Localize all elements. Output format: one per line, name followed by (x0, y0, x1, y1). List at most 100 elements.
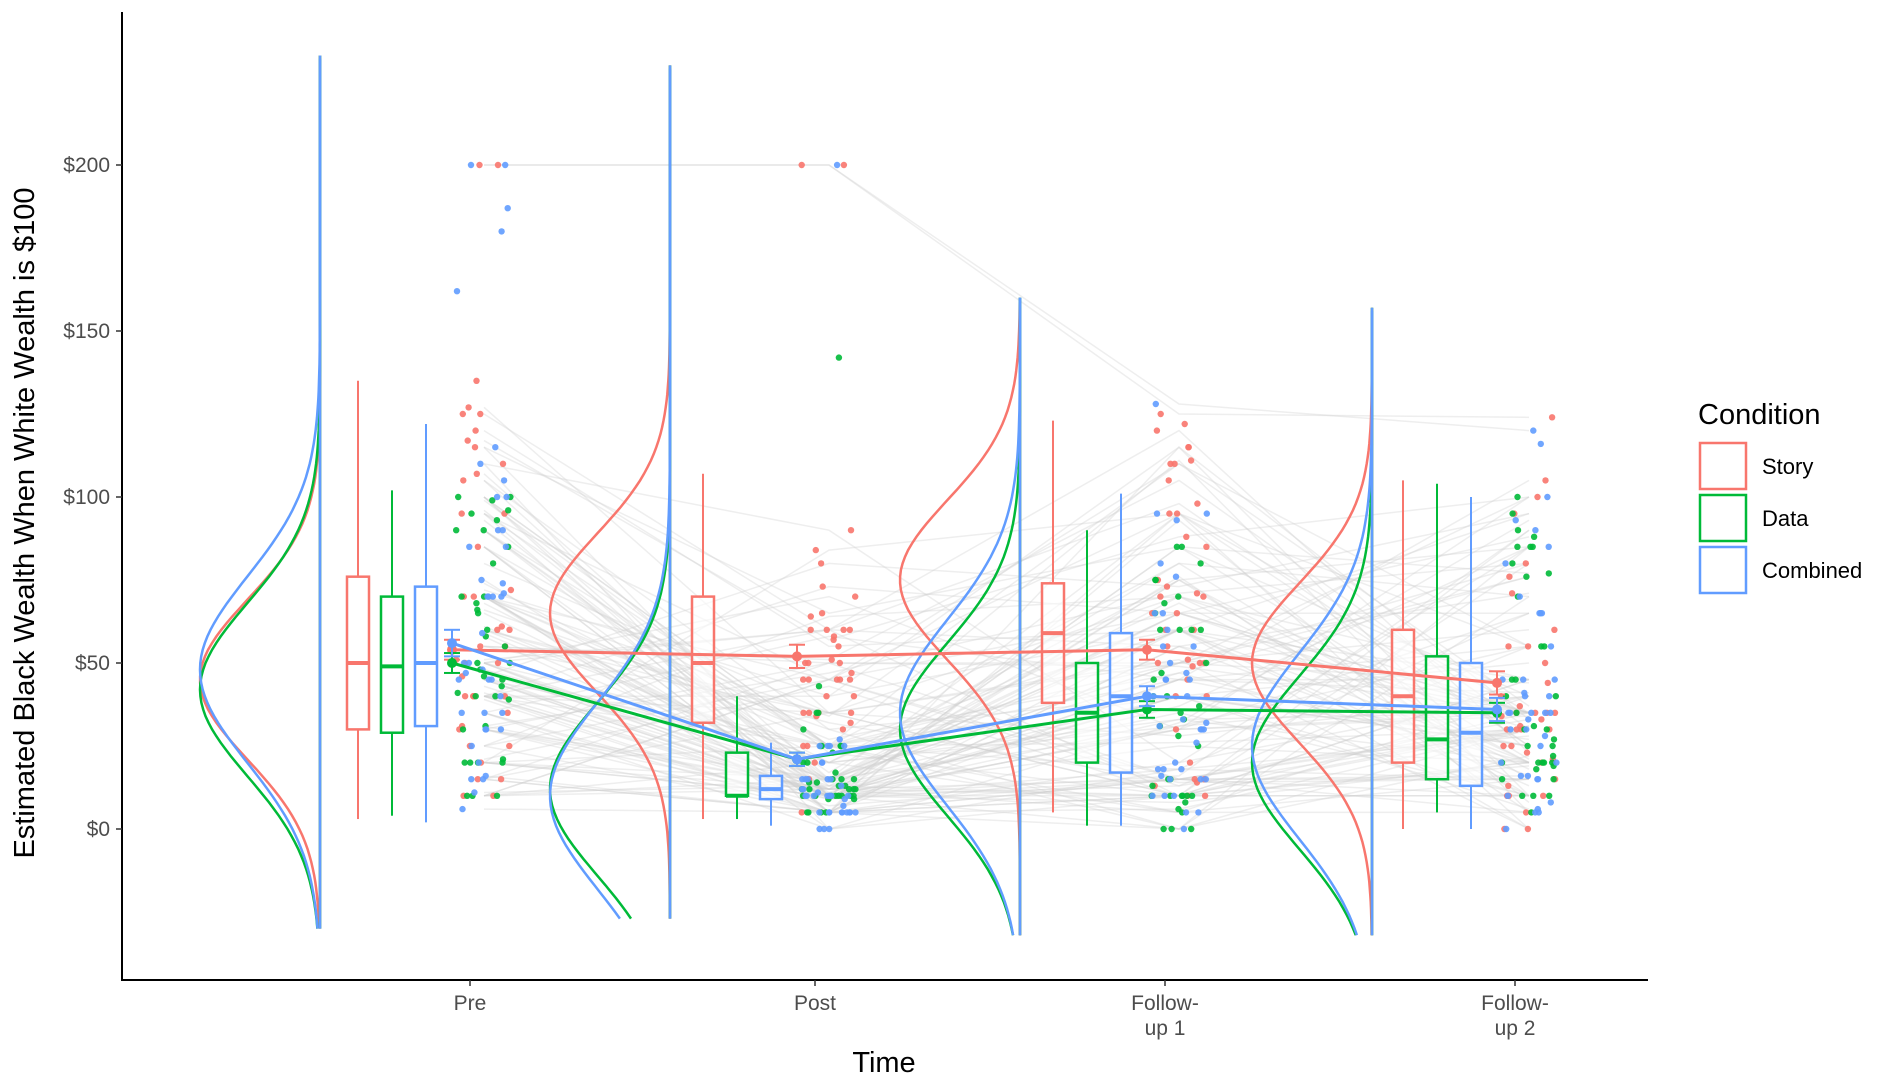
mean-lines (444, 628, 1505, 767)
data-point (1505, 709, 1512, 716)
data-point (467, 161, 475, 169)
data-point (458, 593, 465, 600)
data-point (501, 643, 509, 650)
data-point (1170, 792, 1178, 799)
data-point (835, 792, 842, 799)
data-point (807, 626, 814, 633)
data-point (1538, 716, 1545, 723)
data-point (1176, 626, 1183, 633)
data-point (1200, 593, 1207, 600)
data-point (839, 726, 847, 733)
data-point (815, 683, 823, 690)
data-point (1503, 825, 1510, 833)
data-point (494, 626, 501, 633)
subject-line (483, 512, 1530, 830)
data-point (1197, 776, 1204, 783)
data-point (1157, 410, 1164, 418)
subject-line (483, 512, 1530, 714)
subject-line (483, 595, 1530, 747)
data-point (1535, 759, 1542, 766)
y-tick-label: $200 (63, 154, 110, 177)
data-point (1188, 792, 1196, 799)
data-point (1197, 726, 1204, 733)
subject-line (483, 529, 1530, 797)
data-point (1532, 527, 1539, 534)
data-point (1158, 772, 1165, 780)
data-point (484, 593, 491, 600)
data-point (847, 719, 854, 726)
mean-point (1142, 644, 1152, 655)
data-point (1497, 759, 1505, 766)
data-point (1193, 739, 1200, 746)
data-point (1549, 742, 1556, 750)
data-point (1538, 643, 1545, 650)
data-point (1173, 610, 1181, 617)
subject-line (483, 579, 1530, 797)
subject-line (483, 629, 1530, 797)
data-point (1553, 759, 1560, 766)
data-point (815, 709, 822, 716)
mean-line-story (451, 648, 1498, 685)
data-point (1522, 809, 1530, 816)
subject-line (483, 595, 1530, 764)
data-point (846, 809, 854, 816)
data-point (1502, 560, 1509, 567)
y-tick-label: $150 (63, 320, 110, 343)
data-point (850, 693, 858, 700)
data-point (823, 693, 830, 700)
subject-line (483, 595, 1529, 800)
data-point (1157, 626, 1164, 633)
box-plots (345, 380, 1484, 829)
mean-point (792, 754, 802, 765)
subject-line (483, 575, 1530, 814)
data-point (1541, 732, 1549, 740)
data-point (804, 776, 811, 783)
data-point (813, 779, 821, 786)
data-point (1183, 533, 1190, 540)
data-point (1160, 766, 1167, 773)
data-point (1180, 825, 1188, 833)
data-point (474, 659, 481, 667)
data-point (1534, 776, 1542, 783)
data-point (1525, 716, 1532, 723)
data-point (453, 527, 460, 534)
mean-point (1142, 691, 1152, 702)
subject-line (483, 446, 1530, 721)
data-point (505, 507, 512, 514)
jitter-points (453, 161, 1560, 833)
data-point (454, 689, 461, 697)
data-point (1524, 825, 1532, 833)
data-point (468, 776, 475, 783)
subject-line (483, 463, 1530, 830)
box-story (345, 575, 371, 731)
data-point (474, 543, 482, 550)
subject-line (483, 529, 1530, 747)
box-story (1040, 582, 1066, 705)
data-point (1524, 643, 1532, 650)
subject-line (483, 595, 1530, 797)
data-point (1541, 659, 1549, 667)
data-point (458, 709, 465, 716)
data-point (1162, 676, 1169, 683)
data-point (1514, 527, 1522, 534)
data-point (492, 444, 499, 451)
data-point (1153, 510, 1161, 517)
data-point (1544, 493, 1551, 501)
legend-key-story (1698, 441, 1748, 491)
data-point (1543, 726, 1551, 733)
data-point (802, 792, 809, 799)
subject-line (483, 562, 1530, 814)
data-point (1529, 543, 1536, 550)
data-point (1188, 626, 1195, 633)
data-point (473, 377, 480, 384)
x-tick-label: Follow- (1131, 992, 1199, 1015)
data-point (1550, 736, 1558, 743)
data-point (1533, 766, 1540, 773)
subject-line (483, 579, 1530, 797)
density-curve-combined (198, 58, 322, 929)
data-point (472, 693, 479, 700)
data-point (1201, 792, 1209, 799)
subject-line (483, 509, 1530, 784)
data-point (1500, 742, 1507, 750)
